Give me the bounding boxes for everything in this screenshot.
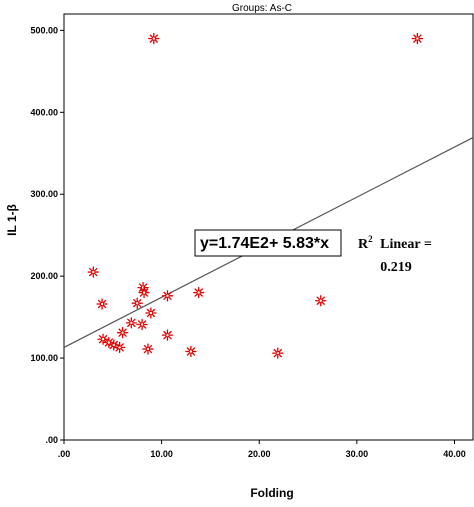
point-center [111,342,116,347]
point-center [120,330,125,335]
r-squared-label: R2 Linear = [358,234,432,252]
y-axis: .00 100.00 200.00 300.00 400.00 500.00 [30,25,64,445]
x-tick-label: 10.00 [150,449,173,459]
data-point [113,341,126,354]
point-center [142,290,147,295]
data-point [411,32,424,45]
equation-box-frame [194,229,342,257]
plot-frame [63,13,474,441]
y-tick-label: 200.00 [30,271,58,281]
point-center [140,322,145,327]
y-tick-label: 400.00 [30,107,58,117]
point-center [100,302,105,307]
data-point [185,345,197,358]
x-axis-title: Folding [250,486,293,500]
data-point [145,307,157,319]
data-point [148,32,160,45]
x-tick-label: 20.00 [248,449,271,459]
data-point [125,317,138,329]
data-point [161,290,174,302]
data-point [142,343,154,355]
regression-equation-box: y=1.74E2+ 5.83*x [194,229,342,257]
point-center [165,333,170,338]
r-squared-exponent: 2 [368,234,373,244]
point-center [415,36,420,41]
point-center [275,351,280,356]
point-center [145,347,150,352]
point-center [151,36,156,41]
point-center [188,349,193,354]
data-point [315,295,327,307]
point-center [135,301,140,306]
regression-equation: y=1.74E2+ 5.83*x [200,235,329,252]
x-tick-label: 30.00 [346,449,369,459]
point-center [196,290,201,295]
data-point [193,286,205,299]
y-tick-label: 300.00 [30,189,58,199]
r-squared-symbol: R [358,237,369,252]
data-point [116,327,129,339]
data-point [161,329,174,341]
data-point [97,333,109,345]
data-point [272,347,284,359]
plot-area [63,32,474,359]
point-center [148,311,153,316]
point-center [318,298,323,303]
y-tick-label: .00 [45,435,58,445]
y-tick-label: 100.00 [30,353,58,363]
data-point [96,298,108,310]
data-point [138,286,150,299]
y-axis-title: IL 1-β [5,204,19,236]
chart-title: Groups: As-C [232,3,292,14]
point-center [129,320,134,325]
point-center [165,293,170,298]
r-squared-text: Linear = [377,237,432,252]
point-center [91,270,96,275]
data-point [136,318,148,331]
x-axis: .00 10.00 20.00 30.00 40.00 [58,440,466,459]
point-center [101,337,106,342]
x-tick-label: 40.00 [443,449,466,459]
x-tick-label: .00 [58,449,71,459]
point-center [117,345,122,350]
r-squared-value: 0.219 [380,260,412,275]
data-point [131,297,143,309]
data-point [87,266,99,278]
y-tick-label: 500.00 [30,25,58,35]
